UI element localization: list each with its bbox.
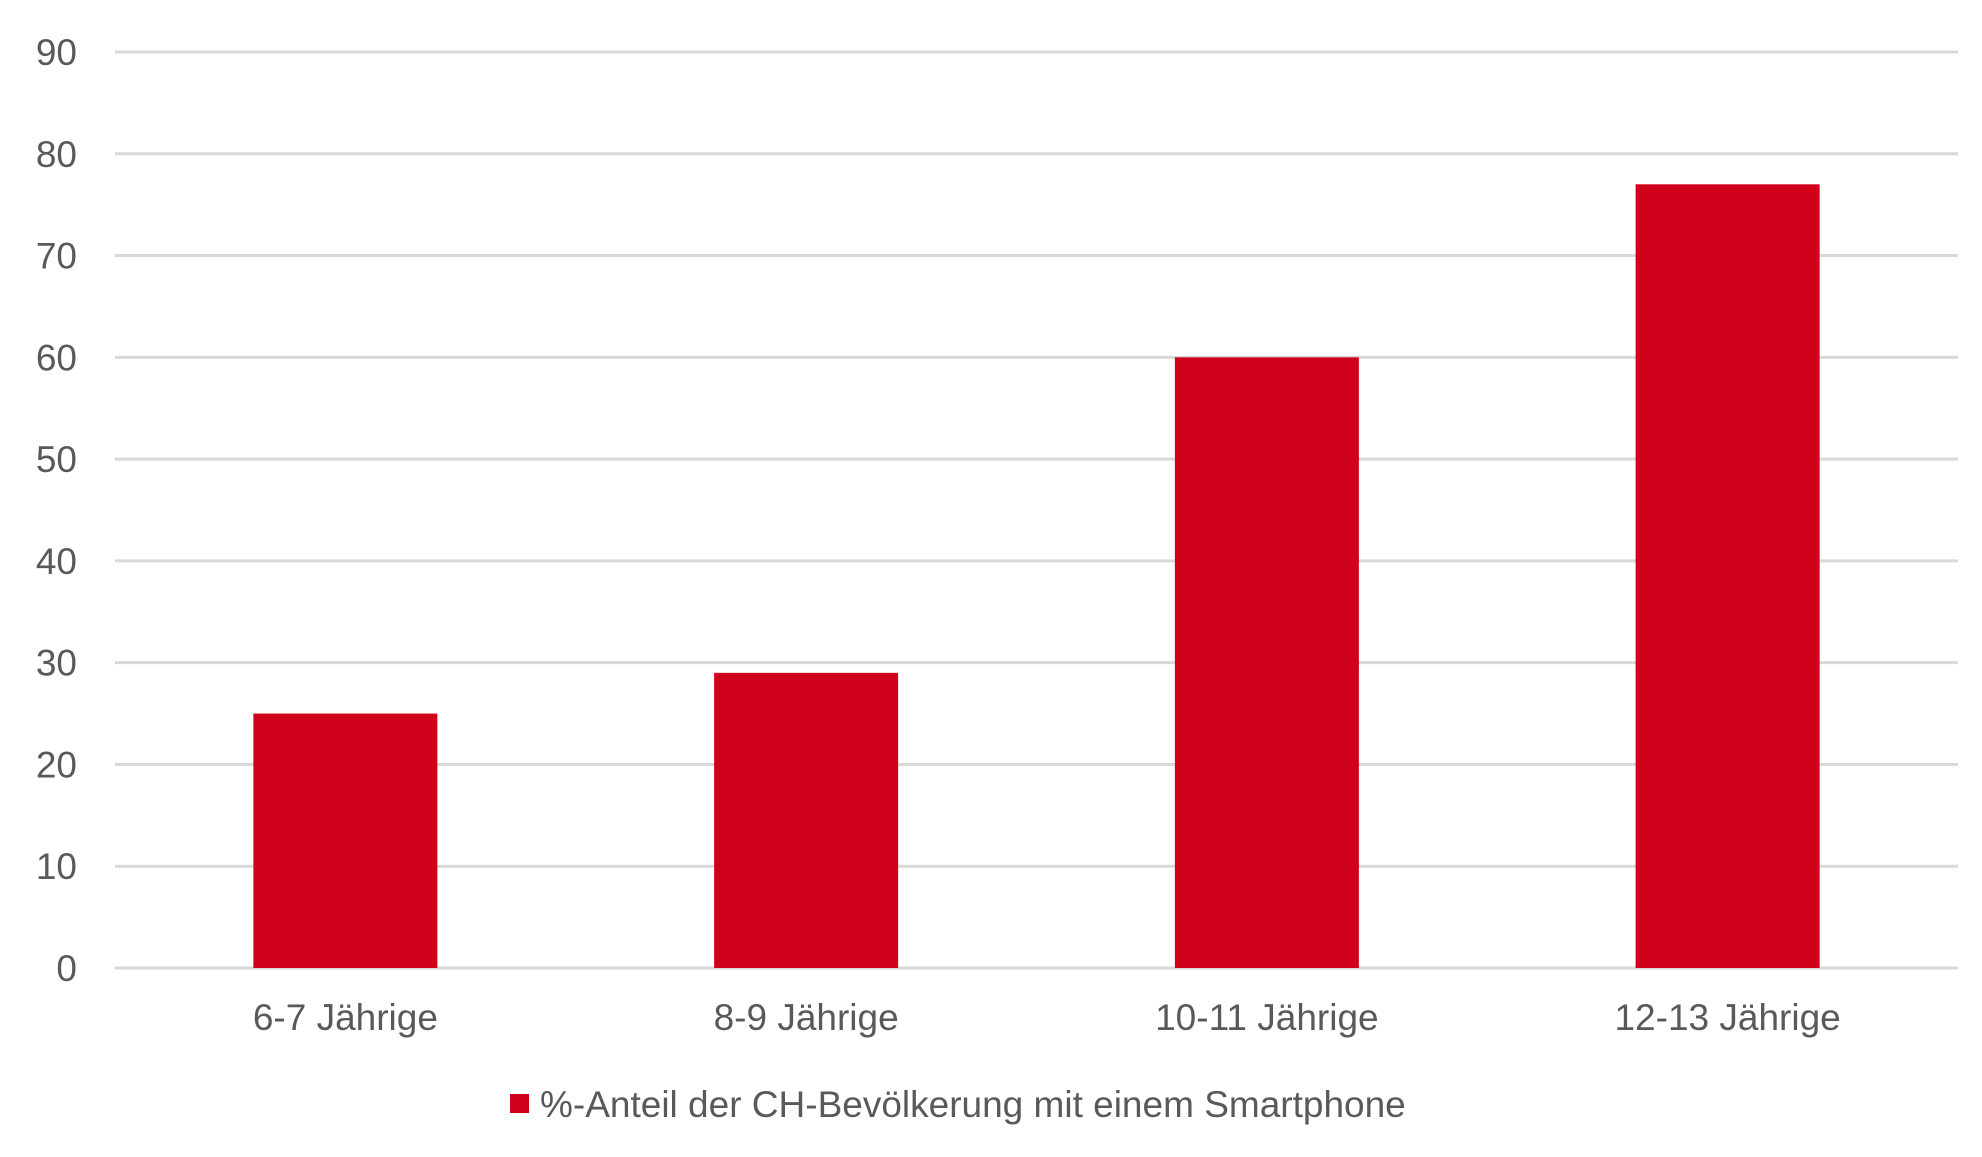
y-tick-label: 0 — [56, 948, 77, 989]
x-tick-label: 12-13 Jährige — [1614, 997, 1840, 1038]
legend-label: %-Anteil der CH-Bevölkerung mit einem Sm… — [540, 1084, 1406, 1125]
y-tick-label: 10 — [36, 846, 77, 887]
x-tick-label: 6-7 Jährige — [253, 997, 438, 1038]
y-tick-label: 30 — [36, 643, 77, 684]
legend: %-Anteil der CH-Bevölkerung mit einem Sm… — [510, 1084, 1406, 1125]
bars — [253, 184, 1820, 969]
y-axis-tick-labels: 0 10 20 30 40 50 60 70 80 90 — [36, 32, 77, 989]
y-tick-label: 60 — [36, 337, 77, 378]
bar-2 — [1174, 357, 1359, 968]
y-tick-label: 90 — [36, 32, 77, 73]
bar-1 — [714, 672, 899, 968]
x-tick-label: 8-9 Jährige — [714, 997, 899, 1038]
y-tick-label: 40 — [36, 541, 77, 582]
bar-0 — [253, 713, 438, 968]
legend-swatch — [510, 1094, 529, 1113]
y-tick-label: 20 — [36, 744, 77, 785]
bar-3 — [1635, 184, 1820, 969]
x-tick-label: 10-11 Jährige — [1155, 997, 1379, 1038]
y-tick-label: 50 — [36, 439, 77, 480]
x-axis-tick-labels: 6-7 Jährige 8-9 Jährige 10-11 Jährige 12-13… — [253, 997, 1841, 1038]
y-tick-label: 70 — [36, 236, 77, 277]
y-tick-label: 80 — [36, 134, 77, 175]
